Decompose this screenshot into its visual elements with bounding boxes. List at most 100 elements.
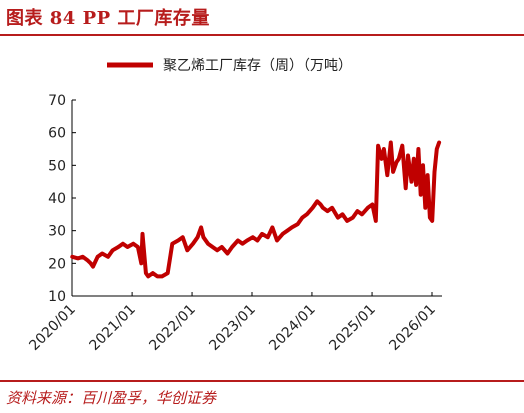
data-point	[437, 140, 441, 145]
data-point	[136, 245, 140, 249]
data-point	[146, 274, 150, 278]
series-line	[70, 140, 442, 279]
data-point	[376, 144, 380, 148]
data-point	[382, 147, 386, 151]
y-tick-label: 20	[48, 256, 66, 272]
data-point	[266, 235, 270, 239]
x-tick-label: 2025/01	[326, 302, 378, 354]
data-point	[76, 256, 80, 260]
data-point	[206, 242, 210, 246]
data-point	[409, 180, 414, 184]
data-point	[181, 235, 185, 239]
data-point	[121, 242, 125, 246]
source-rule	[0, 380, 524, 382]
data-point	[315, 199, 319, 203]
data-point	[251, 235, 255, 239]
data-point	[125, 245, 130, 249]
data-point	[435, 147, 439, 151]
data-point	[170, 242, 174, 246]
data-point	[370, 202, 374, 207]
data-point	[270, 225, 274, 229]
data-point	[116, 245, 120, 249]
data-point	[394, 160, 399, 164]
legend-label: 聚乙烯工厂库存（周）（万吨）	[163, 58, 352, 74]
data-point	[155, 274, 159, 278]
data-point	[151, 271, 155, 275]
data-point	[166, 271, 170, 275]
data-point	[421, 163, 425, 167]
x-tick-label: 2026/01	[386, 302, 438, 354]
legend: 聚乙烯工厂库存（周）（万吨）	[107, 58, 352, 74]
data-point	[160, 274, 164, 278]
axes	[71, 100, 442, 297]
x-tick-label: 2024/01	[266, 302, 318, 354]
x-tick-label: 2020/01	[26, 302, 78, 354]
data-point	[340, 212, 345, 216]
data-point	[240, 242, 245, 246]
y-tick-label: 60	[48, 126, 66, 142]
data-point	[236, 238, 240, 243]
data-point	[245, 238, 249, 243]
y-axis-ticks: 10 20 30 40 50 60 70	[48, 93, 76, 305]
y-tick-label: 50	[48, 158, 66, 174]
data-point	[385, 173, 389, 177]
data-point	[300, 216, 304, 220]
data-point	[281, 232, 285, 236]
data-point	[412, 157, 416, 161]
data-point	[330, 206, 334, 210]
data-point	[140, 232, 145, 236]
data-point	[404, 186, 408, 190]
data-point	[319, 202, 323, 207]
data-point	[360, 212, 364, 216]
x-tick-label: 2021/01	[86, 302, 138, 354]
data-point	[225, 251, 230, 256]
data-point	[70, 255, 74, 259]
data-point	[285, 229, 289, 233]
data-point	[85, 258, 89, 262]
data-point	[380, 157, 384, 161]
data-point	[220, 245, 224, 249]
data-point	[430, 219, 434, 223]
title-rule	[0, 34, 524, 36]
x-tick-label: 2023/01	[206, 302, 258, 354]
data-point	[325, 209, 330, 213]
data-point	[414, 183, 418, 187]
data-point	[426, 173, 430, 177]
data-point	[428, 216, 432, 220]
source-note: 资料来源：百川盈孚，华创证券	[6, 389, 217, 407]
data-point	[275, 238, 279, 243]
data-point	[345, 219, 349, 223]
y-tick-label: 30	[48, 224, 66, 240]
data-point	[296, 222, 300, 226]
data-point	[176, 238, 180, 243]
data-point	[199, 225, 203, 229]
data-point	[215, 248, 219, 252]
data-point	[111, 248, 115, 252]
y-tick-label: 10	[48, 289, 66, 305]
data-point	[389, 140, 393, 145]
y-tick-label: 40	[48, 191, 66, 207]
data-point	[201, 235, 205, 239]
data-point	[416, 147, 420, 151]
data-point	[423, 206, 427, 210]
data-point	[355, 209, 359, 213]
data-point	[321, 206, 325, 210]
data-point	[406, 153, 410, 158]
data-point	[305, 212, 309, 216]
data-point	[144, 271, 148, 275]
data-point	[91, 265, 95, 269]
data-point	[351, 216, 355, 220]
data-point	[196, 235, 200, 239]
data-point	[419, 193, 423, 197]
data-point	[397, 157, 401, 161]
data-point	[311, 206, 315, 210]
data-point	[96, 255, 100, 259]
data-point	[290, 225, 294, 229]
x-tick-label: 2022/01	[146, 302, 198, 354]
data-point	[106, 255, 110, 259]
data-point	[131, 242, 135, 246]
data-point	[260, 232, 264, 236]
data-point	[400, 144, 404, 148]
data-point	[432, 170, 437, 174]
